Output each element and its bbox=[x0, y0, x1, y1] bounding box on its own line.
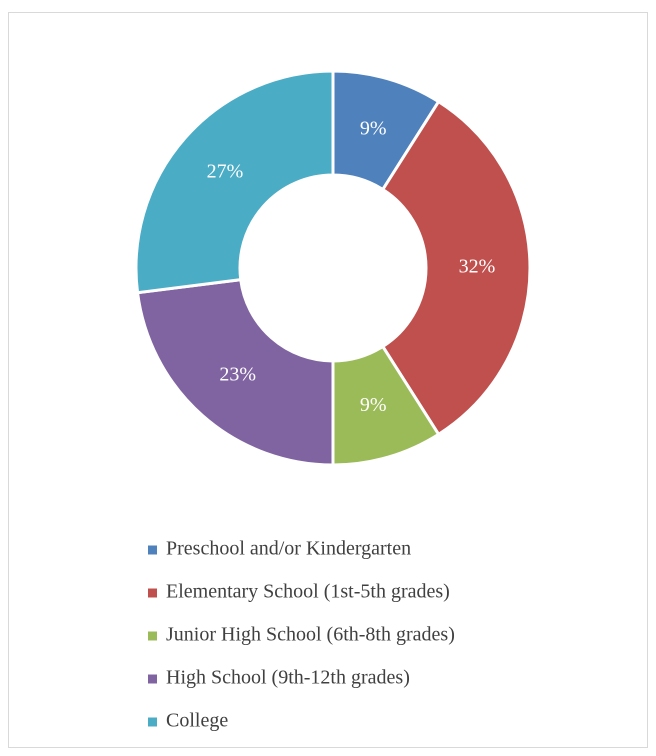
legend-swatch bbox=[148, 545, 157, 555]
data-label: 32% bbox=[459, 256, 496, 278]
data-label: 27% bbox=[207, 160, 244, 182]
legend-label: Preschool and/or Kindergarten bbox=[166, 538, 411, 560]
donut-slice bbox=[135, 277, 335, 467]
legend-swatch bbox=[148, 674, 157, 684]
data-label: 23% bbox=[219, 364, 256, 386]
legend-swatch bbox=[148, 717, 157, 727]
data-label: 9% bbox=[360, 117, 387, 139]
legend-label: College bbox=[166, 710, 228, 732]
donut-slice bbox=[380, 99, 532, 437]
legend-label: Junior High School (6th-8th grades) bbox=[166, 624, 455, 646]
legend-label: Elementary School (1st-5th grades) bbox=[166, 581, 450, 603]
legend-swatch bbox=[148, 588, 157, 598]
legend-swatch bbox=[148, 631, 157, 641]
donut-slice bbox=[134, 69, 335, 295]
data-label: 9% bbox=[360, 394, 387, 416]
legend-label: High School (9th-12th grades) bbox=[166, 667, 410, 689]
